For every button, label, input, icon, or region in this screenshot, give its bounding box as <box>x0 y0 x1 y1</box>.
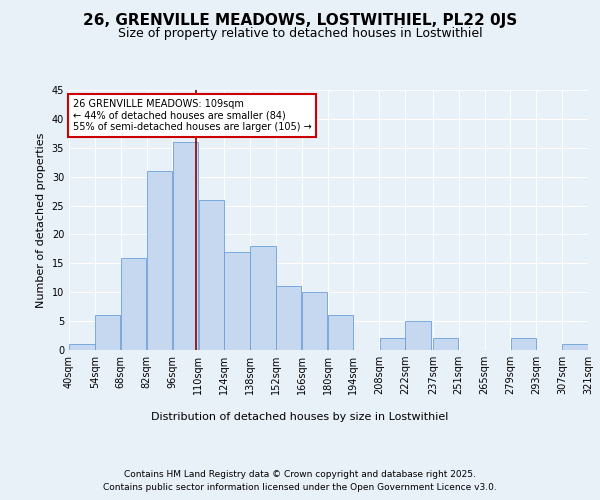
Text: 26 GRENVILLE MEADOWS: 109sqm
← 44% of detached houses are smaller (84)
55% of se: 26 GRENVILLE MEADOWS: 109sqm ← 44% of de… <box>73 98 311 132</box>
Bar <box>562 344 588 350</box>
Bar <box>173 142 198 350</box>
Y-axis label: Number of detached properties: Number of detached properties <box>36 132 46 308</box>
Text: Distribution of detached houses by size in Lostwithiel: Distribution of detached houses by size … <box>151 412 449 422</box>
Bar <box>433 338 458 350</box>
Bar <box>328 316 353 350</box>
Bar <box>511 338 536 350</box>
Bar <box>95 316 121 350</box>
Bar <box>147 171 172 350</box>
Text: Contains public sector information licensed under the Open Government Licence v3: Contains public sector information licen… <box>103 482 497 492</box>
Bar <box>406 321 431 350</box>
Bar <box>69 344 95 350</box>
Bar <box>380 338 405 350</box>
Bar <box>302 292 328 350</box>
Text: Size of property relative to detached houses in Lostwithiel: Size of property relative to detached ho… <box>118 28 482 40</box>
Text: 26, GRENVILLE MEADOWS, LOSTWITHIEL, PL22 0JS: 26, GRENVILLE MEADOWS, LOSTWITHIEL, PL22… <box>83 12 517 28</box>
Bar <box>121 258 146 350</box>
Bar <box>224 252 250 350</box>
Bar <box>276 286 301 350</box>
Text: Contains HM Land Registry data © Crown copyright and database right 2025.: Contains HM Land Registry data © Crown c… <box>124 470 476 479</box>
Bar <box>199 200 224 350</box>
Bar <box>250 246 275 350</box>
